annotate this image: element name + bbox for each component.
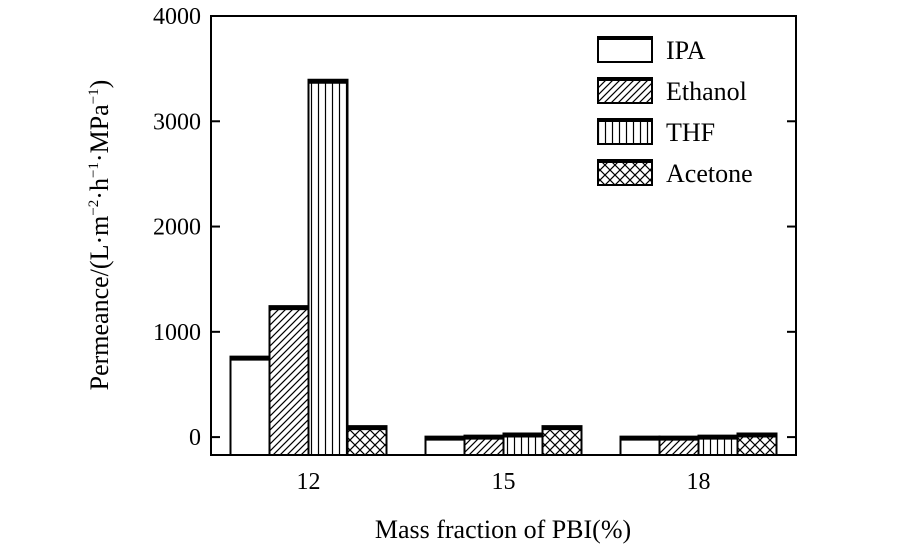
legend-label-ipa: IPA bbox=[666, 36, 706, 65]
y-axis-title-mid2: ·MPa bbox=[85, 104, 114, 162]
legend-label-thf: THF bbox=[666, 118, 715, 147]
y-axis-title-suffix: ) bbox=[85, 80, 114, 89]
x-axis: 12 15 18 bbox=[297, 469, 711, 495]
bar-ethanol-18 bbox=[658, 437, 700, 457]
legend-swatch-ethanol bbox=[597, 78, 653, 104]
y-tick-label: 3000 bbox=[153, 109, 201, 135]
x-tick-label: 15 bbox=[492, 469, 516, 495]
y-tick-label: 4000 bbox=[153, 4, 201, 30]
bar-acetone-15 bbox=[541, 426, 583, 456]
legend-label-acetone: Acetone bbox=[666, 159, 753, 188]
y-axis-title-sup3: −1 bbox=[86, 88, 102, 104]
y-tick-label: 2000 bbox=[153, 215, 201, 241]
bar-acetone-18 bbox=[736, 433, 778, 456]
bar-ethanol-15 bbox=[463, 436, 505, 457]
bar-ipa-15 bbox=[424, 437, 466, 457]
legend-swatch-thf bbox=[597, 119, 653, 145]
x-tick-label: 18 bbox=[687, 469, 711, 495]
legend: IPA Ethanol THF Acetone bbox=[597, 36, 753, 188]
y-axis-title-sup1: −2 bbox=[86, 200, 102, 216]
x-tick-label: 12 bbox=[297, 469, 321, 495]
y-tick-label: 0 bbox=[189, 425, 201, 451]
bars-group bbox=[229, 78, 778, 457]
legend-swatch-acetone bbox=[597, 160, 653, 186]
y-axis: 0 1000 2000 3000 4000 bbox=[153, 4, 796, 451]
bar-thf-12 bbox=[307, 80, 349, 456]
bar-acetone-12 bbox=[346, 426, 388, 456]
legend-label-ethanol: Ethanol bbox=[666, 77, 747, 106]
x-axis-title: Mass fraction of PBI(%) bbox=[375, 515, 631, 544]
y-axis-title: Permeance/(L·m−2·h−1·MPa−1) bbox=[85, 80, 114, 391]
y-axis-title-sup2: −1 bbox=[86, 162, 102, 178]
y-axis-title-mid1: ·h bbox=[85, 178, 114, 200]
y-axis-title-prefix: Permeance/(L·m bbox=[85, 216, 114, 391]
bar-thf-18 bbox=[697, 436, 739, 457]
bar-thf-15 bbox=[502, 433, 544, 456]
bar-ipa-18 bbox=[619, 437, 661, 457]
legend-swatch-ipa bbox=[597, 37, 653, 63]
bar-ipa-12 bbox=[229, 357, 271, 456]
y-tick-label: 1000 bbox=[153, 320, 201, 346]
bar-ethanol-12 bbox=[268, 306, 310, 457]
